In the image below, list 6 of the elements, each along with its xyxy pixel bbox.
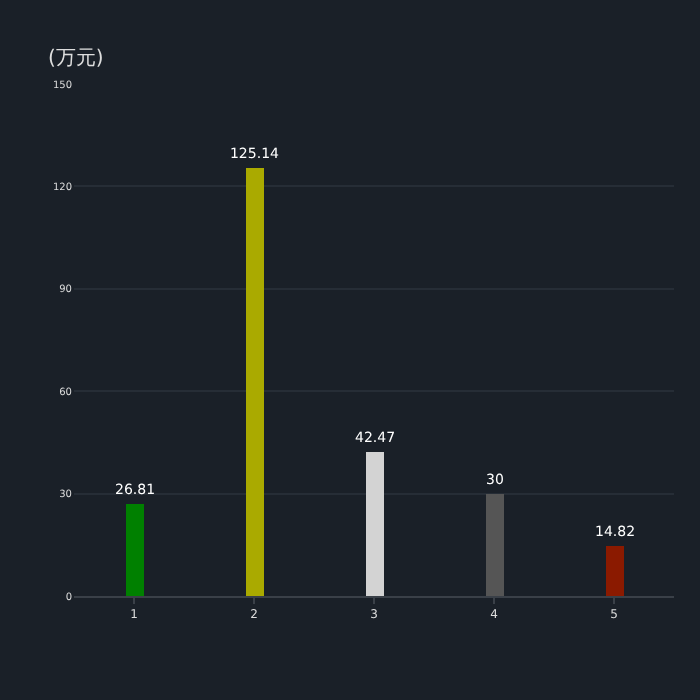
bar [366,452,384,596]
bar [486,494,504,596]
bar [126,504,144,596]
bar [606,546,624,596]
y-axis-title: (万元) [48,48,104,70]
bar [246,168,264,596]
